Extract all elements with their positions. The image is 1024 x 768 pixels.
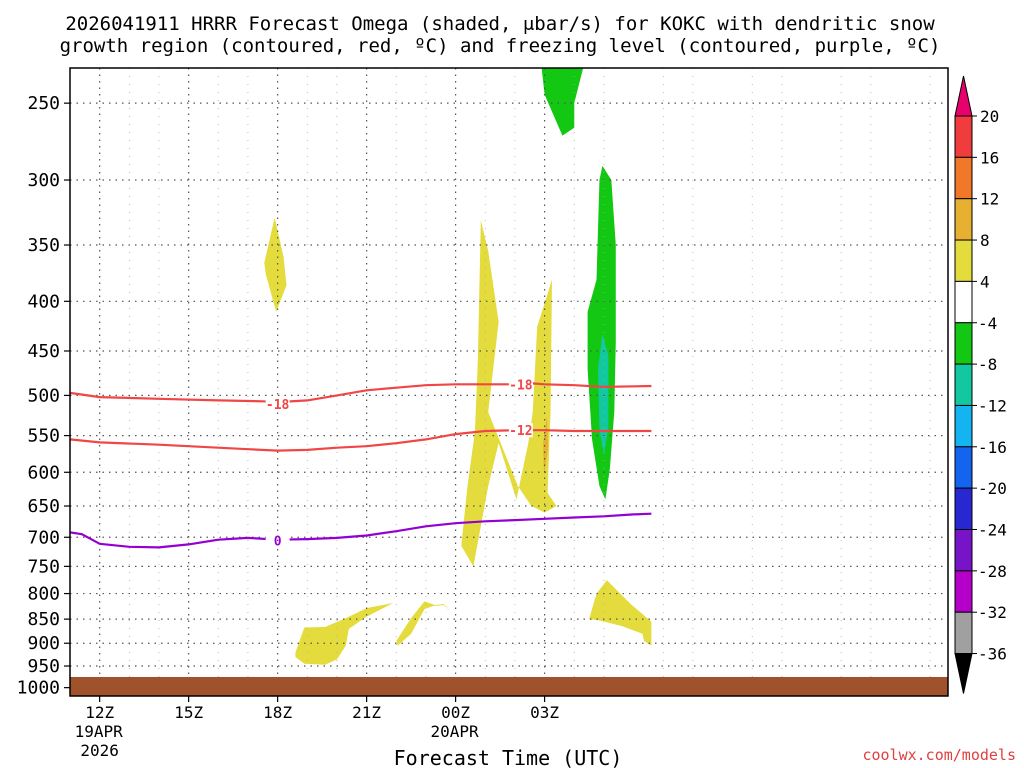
- chart-title-line1: 2026041911 HRRR Forecast Omega (shaded, …: [65, 13, 935, 35]
- colorbar-label: -28: [978, 562, 1007, 581]
- colorbar-label: -12: [978, 396, 1007, 415]
- omega-shading: [264, 68, 652, 665]
- x-tick-label: 18Z: [263, 703, 292, 722]
- colorbar-box-2: [954, 156, 973, 200]
- colorbar-box-13: [954, 611, 973, 655]
- credit-text: coolwx.com/models: [862, 746, 1016, 764]
- y-axis: 250 300 350 400 450 500 550 600 650 700 750 800 850 9…: [17, 93, 70, 699]
- omega-region-7: [587, 165, 616, 500]
- omega-region-1: [264, 217, 287, 312]
- colorbar-box-11: [954, 529, 973, 572]
- colorbar-triangle-bottom: [954, 653, 973, 694]
- omega-region-9: [589, 580, 652, 646]
- y-tick-label: 750: [27, 556, 60, 577]
- y-tick-label: 350: [27, 235, 60, 256]
- contour-label-bg: [265, 533, 290, 548]
- omega-region-5: [295, 602, 394, 665]
- gridlines: [70, 68, 948, 696]
- omega-region-8: [597, 333, 609, 455]
- omega-region-6: [541, 68, 584, 136]
- below-ground-surface: [70, 676, 948, 696]
- colorbar-box-4: [954, 239, 973, 282]
- plot-frame: [69, 67, 949, 697]
- x-tick-label: 00Z: [441, 703, 470, 722]
- y-tick-label: 300: [27, 170, 60, 191]
- colorbar-box-9: [954, 446, 973, 489]
- colorbar-box-1: [954, 115, 973, 158]
- colorbar-label: 20: [980, 107, 999, 126]
- y-tick-label: 400: [27, 291, 60, 312]
- contour-dendritic-bottom: [69, 429, 652, 452]
- contour-label-bg: [508, 423, 533, 438]
- y-tick-label: 500: [27, 385, 60, 406]
- contour-label-bg: [265, 396, 290, 411]
- x-tick-label: 12Z: [85, 703, 114, 722]
- colorbar-label: 16: [980, 148, 999, 167]
- contour-label: -18: [266, 398, 290, 413]
- y-tick-label: 650: [27, 496, 60, 517]
- colorbar-label: 12: [980, 190, 999, 209]
- colorbar-box-7: [954, 363, 973, 406]
- contour-label: -18: [509, 378, 533, 393]
- contour-label-bg: [508, 377, 533, 392]
- x-tick-label: 03Z: [530, 703, 559, 722]
- x-tick-year: 2026: [80, 741, 119, 760]
- y-tick-label: 950: [27, 656, 60, 677]
- colorbar-label: -16: [978, 438, 1007, 457]
- contour-dendritic-top: [69, 382, 652, 404]
- colorbar-label: -4: [978, 314, 997, 333]
- contour-label: 0: [274, 534, 282, 549]
- colorbar: 20 16 12 8 4 -4 -8 -12 -16 -20 -24 -28 -32 -36: [954, 75, 1007, 694]
- colorbar-label: -8: [978, 355, 997, 374]
- plot-area: -18 -18 -12 0: [69, 67, 949, 697]
- omega-region-2: [461, 220, 557, 567]
- y-tick-label: 850: [27, 609, 60, 630]
- x-axis-label: Forecast Time (UTC): [394, 746, 623, 768]
- y-tick-label: 550: [27, 426, 60, 447]
- colorbar-label: 8: [980, 231, 990, 250]
- y-tick-label: 250: [27, 93, 60, 114]
- contour-label: -12: [509, 424, 532, 439]
- colorbar-label: 4: [980, 272, 990, 291]
- colorbar-label: -20: [978, 479, 1007, 498]
- contour-lines: -18 -18 -12 0: [69, 377, 652, 549]
- colorbar-label: -36: [978, 645, 1007, 664]
- y-tick-label: 600: [27, 462, 60, 483]
- chart-title-line2: growth region (contoured, red, ºC) and f…: [60, 35, 941, 57]
- colorbar-box-6: [954, 322, 973, 365]
- y-tick-label: 700: [27, 527, 60, 548]
- x-tick-label: 21Z: [352, 703, 381, 722]
- colorbar-box-5: [954, 280, 973, 324]
- colorbar-box-12: [954, 570, 973, 613]
- colorbar-box-10: [954, 487, 973, 530]
- x-tick-date: 20APR: [431, 722, 480, 741]
- contour-freezing-level: [69, 512, 652, 549]
- colorbar-box-8: [954, 404, 973, 448]
- y-tick-label: 800: [27, 584, 60, 605]
- x-tick-label: 15Z: [174, 703, 203, 722]
- colorbar-label: -24: [978, 521, 1007, 540]
- y-tick-label: 900: [27, 633, 60, 654]
- colorbar-box-3: [954, 198, 973, 241]
- x-tick-date: 19APR: [75, 722, 124, 741]
- omega-region-4: [396, 601, 452, 646]
- colorbar-label: -32: [978, 603, 1007, 622]
- y-tick-label: 1000: [17, 678, 60, 699]
- y-tick-label: 450: [27, 341, 60, 362]
